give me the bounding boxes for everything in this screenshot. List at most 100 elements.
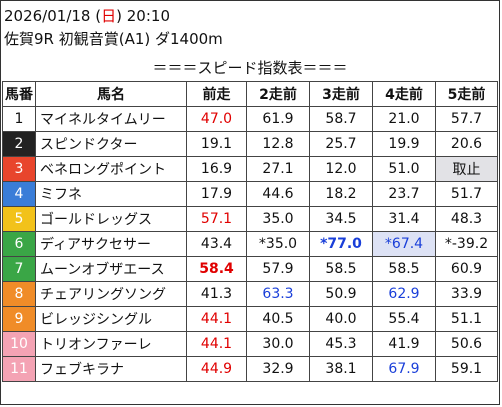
speed-index-cell: 57.1 xyxy=(186,206,247,232)
horse-number: 8 xyxy=(2,281,36,307)
horse-number: 6 xyxy=(2,231,36,257)
col-header-5-races-ago: 5走前 xyxy=(435,81,498,107)
col-header-horse-number: 馬番 xyxy=(2,81,36,107)
speed-index-cell: 62.9 xyxy=(372,281,436,307)
horse-number: 1 xyxy=(2,106,36,132)
race-date: 2026/01/18 xyxy=(4,7,91,25)
table-title: ＝＝＝スピード指数表＝＝＝ xyxy=(152,59,348,77)
speed-index-cell: 40.0 xyxy=(309,306,373,332)
speed-index-cell: 17.9 xyxy=(186,181,247,207)
speed-index-cell: 取止 xyxy=(435,156,498,182)
speed-index-cell: 44.9 xyxy=(186,356,247,382)
speed-index-cell: 40.5 xyxy=(246,306,310,332)
race-weekday: (日) xyxy=(95,7,122,25)
horse-number: 9 xyxy=(2,306,36,332)
race-datetime: 2026/01/18 (日) 20:10 xyxy=(4,6,170,26)
horse-name: ゴールドレッグス xyxy=(35,206,187,232)
horse-name: トリオンファーレ xyxy=(35,331,187,357)
speed-index-cell: 21.0 xyxy=(372,106,436,132)
horse-number: 4 xyxy=(2,181,36,207)
horse-name: マイネルタイムリー xyxy=(35,106,187,132)
horse-name: スピンドクター xyxy=(35,131,187,157)
speed-index-cell: 35.0 xyxy=(246,206,310,232)
speed-index-cell: 34.5 xyxy=(309,206,373,232)
table-row: 7 ムーンオブザエース 58.4 57.9 58.5 58.5 60.9 xyxy=(2,256,498,282)
speed-index-cell: 27.1 xyxy=(246,156,310,182)
speed-index-cell: 59.1 xyxy=(435,356,498,382)
col-header-last-race: 前走 xyxy=(186,81,247,107)
table-row: 4 ミフネ 17.9 44.6 18.2 23.7 51.7 xyxy=(2,181,498,207)
speed-index-cell: *77.0 xyxy=(309,231,373,257)
horse-number: 10 xyxy=(2,331,36,357)
horse-name: ムーンオブザエース xyxy=(35,256,187,282)
col-header-4-races-ago: 4走前 xyxy=(372,81,436,107)
speed-index-cell: 44.1 xyxy=(186,331,247,357)
table-header-row: 馬番 馬名 前走 2走前 3走前 4走前 5走前 xyxy=(2,81,498,107)
horse-name: ディアサクセサー xyxy=(35,231,187,257)
table-row: 5 ゴールドレッグス 57.1 35.0 34.5 31.4 48.3 xyxy=(2,206,498,232)
speed-index-cell: 12.0 xyxy=(309,156,373,182)
speed-index-cell: 51.1 xyxy=(435,306,498,332)
horse-name: ミフネ xyxy=(35,181,187,207)
speed-index-cell: 41.3 xyxy=(186,281,247,307)
speed-index-cell: 31.4 xyxy=(372,206,436,232)
col-header-horse-name: 馬名 xyxy=(35,81,187,107)
horse-name: ベネロングポイント xyxy=(35,156,187,182)
speed-index-table: 馬番 馬名 前走 2走前 3走前 4走前 5走前 1 マイネルタイムリー 47.… xyxy=(2,81,498,382)
speed-index-cell: 50.6 xyxy=(435,331,498,357)
speed-index-cell: 48.3 xyxy=(435,206,498,232)
speed-index-cell: 67.9 xyxy=(372,356,436,382)
table-row: 6 ディアサクセサー 43.4 *35.0 *77.0 *67.4 *-39.2 xyxy=(2,231,498,257)
race-time: 20:10 xyxy=(126,7,170,25)
table-row: 8 チェアリングソング 41.3 63.3 50.9 62.9 33.9 xyxy=(2,281,498,307)
speed-index-cell: 58.5 xyxy=(372,256,436,282)
speed-index-cell: 58.7 xyxy=(309,106,373,132)
speed-index-cell: 16.9 xyxy=(186,156,247,182)
speed-index-cell: 51.0 xyxy=(372,156,436,182)
speed-index-cell: 20.6 xyxy=(435,131,498,157)
speed-index-cell: 30.0 xyxy=(246,331,310,357)
table-row: 1 マイネルタイムリー 47.0 61.9 58.7 21.0 57.7 xyxy=(2,106,498,132)
speed-index-cell: 60.9 xyxy=(435,256,498,282)
speed-index-cell: 33.9 xyxy=(435,281,498,307)
speed-index-cell: 32.9 xyxy=(246,356,310,382)
speed-index-cell: 58.5 xyxy=(309,256,373,282)
speed-index-cell: 63.3 xyxy=(246,281,310,307)
speed-index-cell: 58.4 xyxy=(186,256,247,282)
table-row: 3 ベネロングポイント 16.9 27.1 12.0 51.0 取止 xyxy=(2,156,498,182)
col-header-2-races-ago: 2走前 xyxy=(246,81,310,107)
speed-index-cell: 19.9 xyxy=(372,131,436,157)
speed-index-cell: 19.1 xyxy=(186,131,247,157)
horse-name: フェブキラナ xyxy=(35,356,187,382)
horse-number: 5 xyxy=(2,206,36,232)
horse-number: 2 xyxy=(2,131,36,157)
speed-index-cell: *35.0 xyxy=(246,231,310,257)
speed-index-cell: 43.4 xyxy=(186,231,247,257)
horse-number: 3 xyxy=(2,156,36,182)
race-info: 佐賀9R 初観音賞(A1) ダ1400m xyxy=(4,30,223,48)
speed-index-cell: 41.9 xyxy=(372,331,436,357)
horse-name: ビレッジシングル xyxy=(35,306,187,332)
col-header-3-races-ago: 3走前 xyxy=(309,81,373,107)
speed-index-cell: 44.6 xyxy=(246,181,310,207)
speed-index-cell: 57.7 xyxy=(435,106,498,132)
speed-index-cell: 50.9 xyxy=(309,281,373,307)
horse-number: 11 xyxy=(2,356,36,382)
table-row: 2 スピンドクター 19.1 12.8 25.7 19.9 20.6 xyxy=(2,131,498,157)
speed-index-cell: 23.7 xyxy=(372,181,436,207)
horse-number: 7 xyxy=(2,256,36,282)
speed-index-cell: 18.2 xyxy=(309,181,373,207)
speed-index-cell: 47.0 xyxy=(186,106,247,132)
horse-name: チェアリングソング xyxy=(35,281,187,307)
speed-index-cell: 51.7 xyxy=(435,181,498,207)
speed-index-cell: 55.4 xyxy=(372,306,436,332)
speed-index-cell: *67.4 xyxy=(372,231,436,257)
speed-index-cell: 57.9 xyxy=(246,256,310,282)
speed-index-cell: 38.1 xyxy=(309,356,373,382)
table-row: 9 ビレッジシングル 44.1 40.5 40.0 55.4 51.1 xyxy=(2,306,498,332)
speed-index-cell: 45.3 xyxy=(309,331,373,357)
table-row: 10 トリオンファーレ 44.1 30.0 45.3 41.9 50.6 xyxy=(2,331,498,357)
speed-index-cell: 25.7 xyxy=(309,131,373,157)
speed-index-cell: *-39.2 xyxy=(435,231,498,257)
